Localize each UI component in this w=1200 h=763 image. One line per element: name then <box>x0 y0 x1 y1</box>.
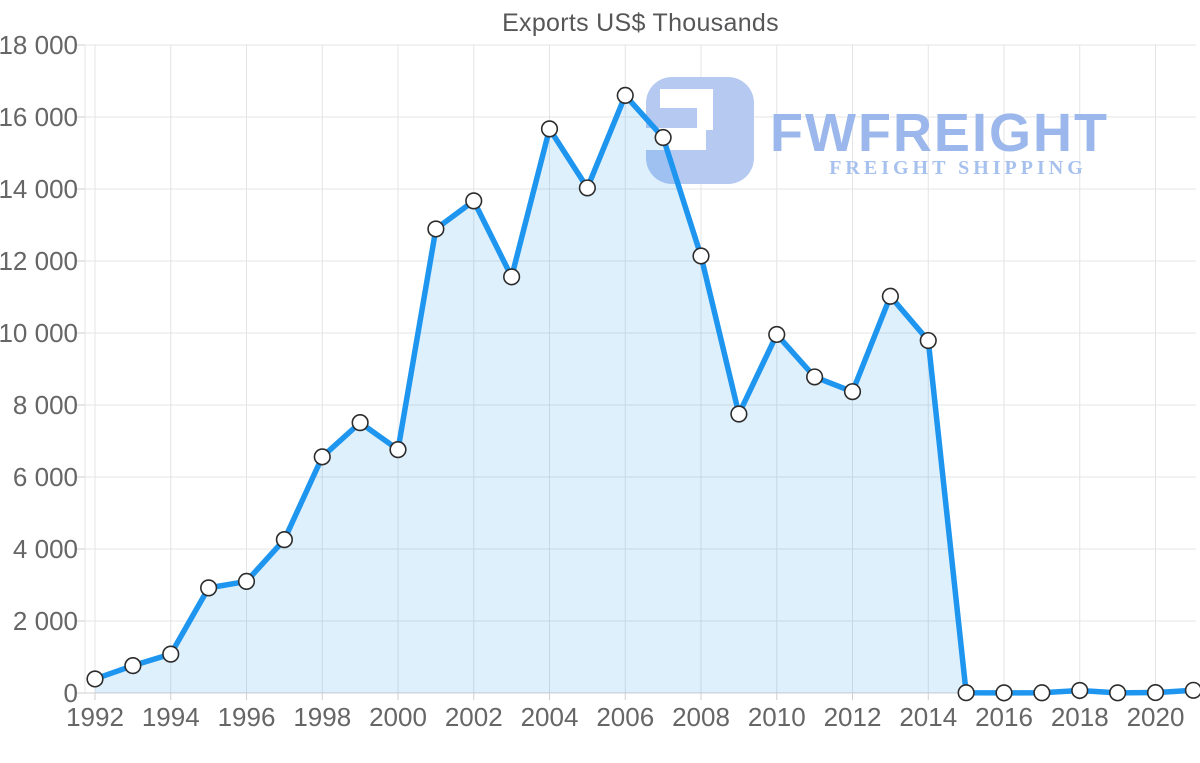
grid-layer <box>77 44 1196 700</box>
y-axis-label: 2 000 <box>13 606 78 636</box>
data-point-2019[interactable] <box>1109 684 1127 702</box>
y-axis-label: 14 000 <box>0 174 78 204</box>
x-axis-label: 2002 <box>445 702 503 732</box>
data-point-1997[interactable] <box>275 531 293 549</box>
data-point-1992[interactable] <box>86 670 104 688</box>
data-point-2016[interactable] <box>995 684 1013 702</box>
x-axis-label: 1994 <box>142 702 200 732</box>
x-axis-label: 2018 <box>1051 702 1109 732</box>
x-axis-label: 2000 <box>369 702 427 732</box>
series-layer <box>86 86 1200 702</box>
data-point-1999[interactable] <box>351 414 369 432</box>
data-point-2013[interactable] <box>881 287 899 305</box>
axis-label-layer: 0 2 000 4 000 6 000 8 000 10 000 12 000 14 000 1… <box>0 30 1184 732</box>
x-axis-label: 2004 <box>521 702 579 732</box>
data-point-2015[interactable] <box>957 684 975 702</box>
y-axis-label: 4 000 <box>13 534 78 564</box>
x-axis-label: 1996 <box>218 702 276 732</box>
data-point-2001[interactable] <box>427 220 445 238</box>
data-point-1993[interactable] <box>124 657 142 675</box>
y-axis-label: 8 000 <box>13 390 78 420</box>
data-point-2000[interactable] <box>389 441 407 459</box>
data-point-2002[interactable] <box>465 192 483 210</box>
data-point-1998[interactable] <box>313 448 331 466</box>
y-axis-label: 10 000 <box>0 318 78 348</box>
chart-title: Exports US$ Thousands <box>502 9 779 37</box>
exports-area-fill <box>95 95 1194 693</box>
x-axis-label: 2010 <box>748 702 806 732</box>
x-axis-label: 1998 <box>293 702 351 732</box>
y-axis-label: 18 000 <box>0 30 78 60</box>
data-point-2018[interactable] <box>1071 681 1089 700</box>
data-point-2003[interactable] <box>503 268 521 286</box>
y-axis-label: 16 000 <box>0 102 78 132</box>
x-axis-label: 2016 <box>975 702 1033 732</box>
data-point-2020[interactable] <box>1146 683 1165 702</box>
data-point-2012[interactable] <box>843 383 862 401</box>
data-point-1996[interactable] <box>237 572 256 591</box>
x-axis-label: 2020 <box>1127 702 1185 732</box>
data-point-2021[interactable] <box>1184 681 1200 699</box>
x-axis-label: 2008 <box>672 702 730 732</box>
data-point-2010[interactable] <box>768 325 786 344</box>
data-point-2007[interactable] <box>654 128 672 147</box>
data-point-2006[interactable] <box>616 86 634 104</box>
x-axis-label: 2014 <box>899 702 957 732</box>
y-axis-label: 12 000 <box>0 246 78 276</box>
data-point-1995[interactable] <box>200 579 218 597</box>
fwfreight-tagline-text: FREIGHT SHIPPING <box>829 157 1087 179</box>
data-point-1994[interactable] <box>162 645 180 663</box>
y-axis-label: 6 000 <box>13 462 78 492</box>
data-point-2014[interactable] <box>919 331 937 350</box>
data-point-2011[interactable] <box>806 368 824 386</box>
x-axis-label: 2012 <box>824 702 882 732</box>
fwfreight-watermark: FWFREIGHT FREIGHT SHIPPING <box>646 77 1109 184</box>
x-axis-label: 2006 <box>596 702 654 732</box>
x-axis-label: 1992 <box>66 702 124 732</box>
fwfreight-brand-text: FWFREIGHT <box>770 103 1109 163</box>
data-point-2009[interactable] <box>730 405 748 423</box>
data-point-2017[interactable] <box>1033 684 1051 702</box>
data-point-2008[interactable] <box>692 247 710 265</box>
y-axis-label: 0 <box>64 678 78 708</box>
data-point-2004[interactable] <box>540 120 559 138</box>
data-point-2005[interactable] <box>578 179 596 197</box>
